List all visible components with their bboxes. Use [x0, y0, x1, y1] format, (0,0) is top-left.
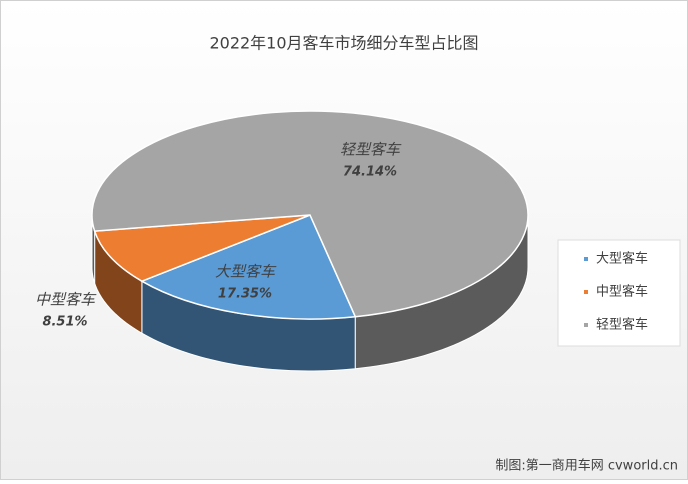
legend-label: 轻型客车 [596, 317, 648, 333]
data-label-value: 74.14% [343, 165, 397, 180]
slice [91, 110, 529, 318]
data-label-value: 8.51% [42, 315, 87, 330]
legend-label: 中型客车 [596, 284, 648, 300]
legend-marker [584, 323, 588, 327]
data-label-value: 17.35% [218, 287, 272, 302]
legend-box [557, 239, 681, 347]
legend-marker [584, 290, 588, 294]
data-label-name: 轻型客车 [340, 141, 402, 159]
legend-marker [584, 257, 588, 261]
data-label-name: 大型客车 [215, 263, 277, 281]
slice [93, 214, 311, 283]
slice [140, 214, 357, 320]
legend-label: 大型客车 [596, 251, 648, 267]
source-note: 制图:第一商用车网 cvworld.cn [495, 458, 678, 474]
chart-title: 2022年10月客车市场细分车型占比图 [209, 34, 478, 53]
data-label-name: 中型客车 [35, 291, 97, 309]
